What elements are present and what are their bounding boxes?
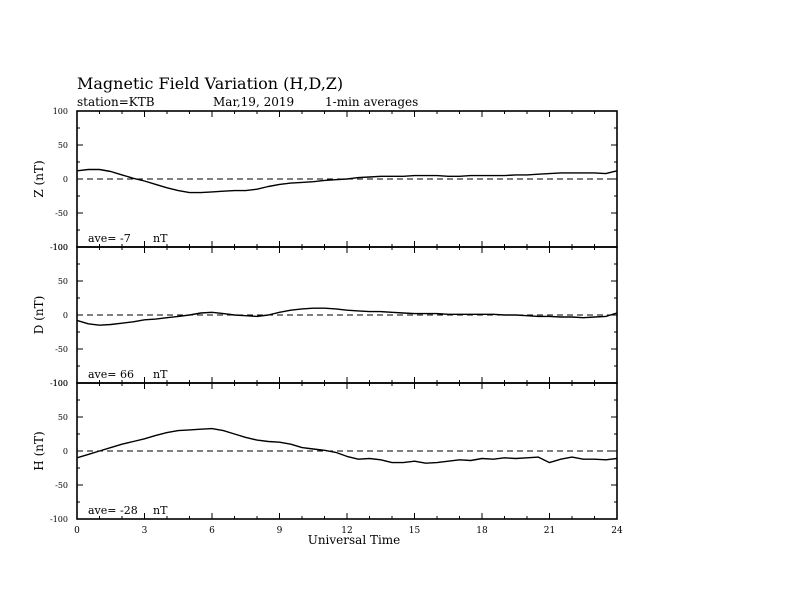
x-tick-label: 15: [409, 526, 421, 536]
y-tick-label: 100: [53, 243, 68, 252]
chart-title: Magnetic Field Variation (H,D,Z): [77, 74, 344, 93]
panel-z-series-line: [76, 168, 618, 194]
x-axis-label: Universal Time: [308, 533, 401, 547]
panel-h-ave-label: ave= -28: [88, 504, 138, 517]
panel-d-ave-label: ave= 66: [88, 368, 134, 381]
y-tick-label: 0: [63, 311, 68, 320]
panel-h-ave-unit: nT: [153, 504, 168, 517]
y-tick-label: 0: [63, 447, 68, 456]
panel-d-ylabel: D (nT): [32, 296, 46, 335]
y-tick-label: 100: [53, 379, 68, 388]
panel-d-series-line: [76, 307, 618, 326]
y-tick-label: 100: [53, 107, 68, 116]
date-label: Mar,19, 2019: [213, 95, 295, 109]
x-tick-label: 0: [74, 526, 80, 536]
x-tick-label: 3: [142, 526, 148, 536]
y-tick-label: 50: [58, 141, 68, 150]
panel-d-ave-unit: nT: [153, 368, 168, 381]
y-tick-label: -100: [50, 515, 68, 524]
y-tick-label: -50: [55, 209, 68, 218]
x-tick-label: 24: [611, 526, 623, 536]
y-tick-label: 0: [63, 175, 68, 184]
y-tick-label: -100: [50, 243, 68, 252]
panel-h-series-line: [76, 427, 618, 464]
panel-h-ylabel: H (nT): [32, 431, 46, 470]
y-tick-label: 50: [58, 413, 68, 422]
panel-z-ylabel: Z (nT): [32, 160, 46, 197]
x-tick-label: 18: [476, 526, 488, 536]
x-tick-label: 9: [277, 526, 283, 536]
y-tick-label: -50: [55, 345, 68, 354]
y-tick-label: 50: [58, 277, 68, 286]
x-tick-label: 12: [341, 526, 352, 536]
station-label: station=KTB: [77, 95, 155, 109]
panel-z-ave-label: ave= -7: [88, 232, 131, 245]
x-tick-label: 6: [209, 526, 215, 536]
y-tick-label: -50: [55, 481, 68, 490]
y-tick-label: -100: [50, 379, 68, 388]
averaging-label: 1-min averages: [325, 95, 419, 109]
x-tick-label: 21: [544, 526, 555, 536]
panel-z-ave-unit: nT: [153, 232, 168, 245]
